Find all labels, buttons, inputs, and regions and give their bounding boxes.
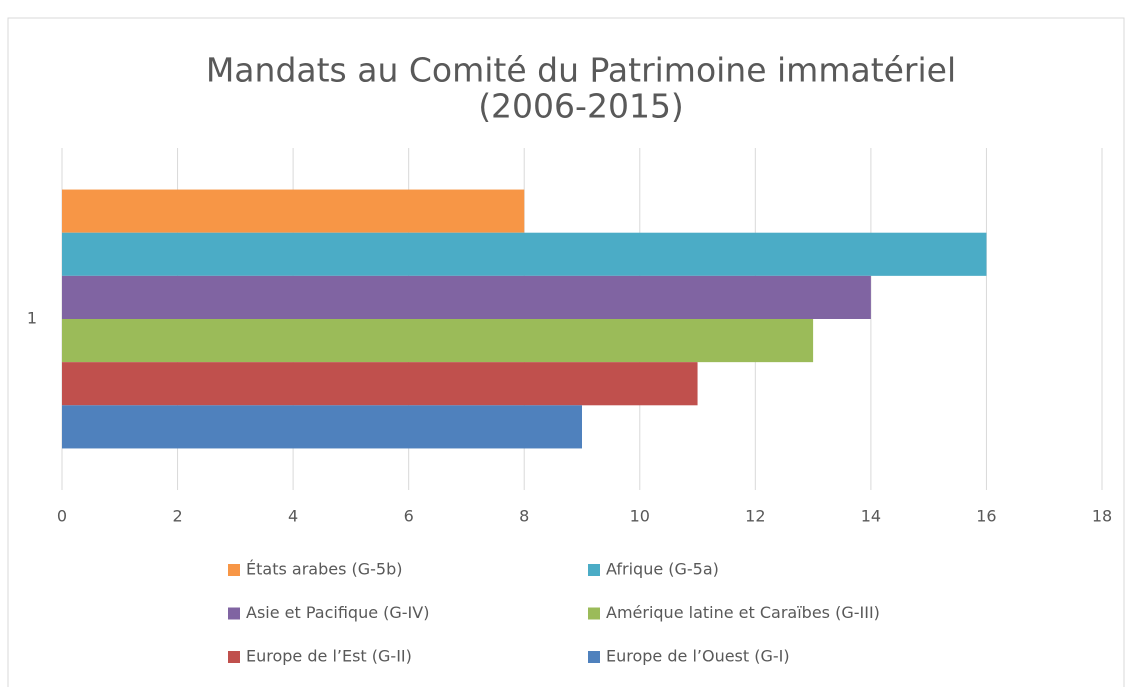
legend-swatch [228,651,240,663]
legend-label: Amérique latine et Caraïbes (G-III) [606,603,880,622]
x-tick-label: 10 [630,507,650,526]
y-tick-label: 1 [27,309,37,328]
legend-swatch [588,564,600,576]
bar [62,362,698,406]
legend-label: Europe de l’Ouest (G-I) [606,647,790,666]
legend-swatch [228,564,240,576]
bar [62,189,525,233]
x-tick-label: 18 [1092,507,1112,526]
x-tick-label: 2 [172,507,182,526]
chart-title: Mandats au Comité du Patrimoine immatéri… [206,51,956,90]
x-tick-label: 8 [519,507,529,526]
bar [62,275,871,319]
x-tick-label: 6 [404,507,414,526]
legend-swatch [228,607,240,620]
x-tick-label: 16 [976,507,996,526]
legend-label: États arabes (G-5b) [246,560,402,579]
bar [62,319,814,363]
x-tick-label: 0 [57,507,67,526]
legend-swatch [588,651,600,663]
x-tick-label: 12 [745,507,765,526]
bar [62,232,987,276]
x-tick-label: 14 [861,507,881,526]
bar [62,405,582,449]
legend-label: Europe de l’Est (G-II) [246,647,412,666]
legend-label: Afrique (G-5a) [606,560,719,579]
legend-swatch [588,607,600,620]
x-tick-label: 4 [288,507,298,526]
legend-label: Asie et Pacifique (G-IV) [246,603,429,622]
chart-subtitle: (2006-2015) [478,87,684,126]
